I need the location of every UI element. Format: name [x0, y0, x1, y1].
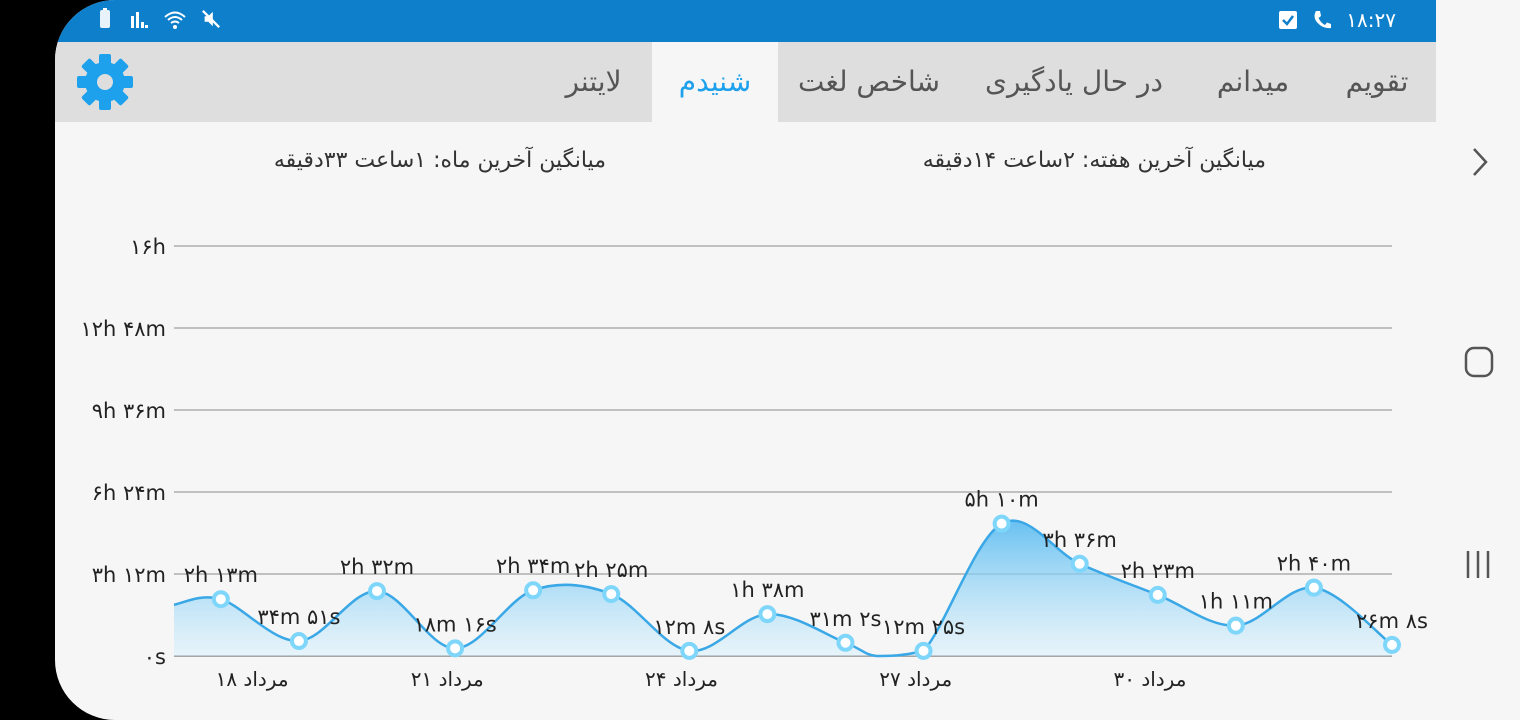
data-label: ۲h ۲۵m [574, 558, 648, 582]
data-label: ۲h ۳۲m [340, 555, 414, 579]
data-point[interactable] [914, 641, 933, 660]
data-label: ۵h ۱۰m [964, 488, 1038, 512]
data-point[interactable] [1383, 635, 1401, 654]
month-average-text: میانگین آخرین ماه: ۱ساعت ۳۳دقیقه [273, 148, 606, 173]
data-label: ۳h ۳۶m [1043, 528, 1117, 552]
data-label: ۱۲m ۸s [653, 615, 725, 639]
data-label: ۳۱m ۲s [810, 607, 882, 631]
data-point[interactable] [992, 514, 1011, 533]
tab-word-index[interactable]: شاخص لغت [797, 65, 941, 98]
data-label: ۲h ۱۳m [184, 563, 258, 587]
gear-icon[interactable] [75, 52, 135, 112]
data-point[interactable] [1070, 554, 1089, 573]
data-label: ۲h ۴۰m [1277, 552, 1351, 576]
chevron-right-icon[interactable] [1458, 145, 1498, 179]
system-nav-bar [1436, 0, 1520, 720]
x-tick-label: ۱۸ مرداد [216, 667, 289, 691]
y-tick-label: ۶h ۲۴m [92, 481, 166, 505]
x-tick-label: ۲۱ مرداد [411, 667, 484, 691]
data-point[interactable] [680, 641, 699, 660]
status-bar: ۱۸:۲۷ [55, 0, 1436, 42]
y-tick-label: ۰s [144, 645, 166, 669]
data-label: ۱۸m ۱۶s [413, 612, 496, 636]
data-label: ۳۴m ۵۱s [257, 605, 340, 629]
x-tick-label: ۲۷ مرداد [879, 667, 952, 691]
data-label: ۱h ۳۸m [730, 578, 804, 602]
y-tick-label: ۳h ۱۲m [92, 563, 166, 587]
status-icons-left [95, 8, 221, 30]
data-point[interactable] [758, 605, 777, 624]
x-tick-label: ۳۰ مرداد [1113, 667, 1186, 691]
wifi-icon [164, 11, 186, 29]
data-point[interactable] [524, 581, 543, 600]
data-point[interactable] [836, 633, 855, 652]
data-point[interactable] [368, 582, 386, 601]
battery-icon [100, 8, 110, 28]
x-tick-label: ۲۴ مرداد [645, 667, 718, 691]
data-point[interactable] [1226, 616, 1245, 635]
tab-heard[interactable]: شنیدم [652, 42, 778, 122]
y-tick-label: ۱۶h [130, 235, 166, 259]
tab-known[interactable]: میدانم [1216, 65, 1290, 98]
status-time: ۱۸:۲۷ [1346, 8, 1396, 32]
checkbox-icon [1279, 11, 1298, 29]
data-point[interactable] [211, 590, 230, 609]
data-point[interactable] [1304, 578, 1323, 597]
tab-bar: تقویم میدانم در حال یادگیری شاخص لغت شنی… [55, 42, 1436, 122]
week-average-text: میانگین آخرین هفته: ۲ساعت ۱۴دقیقه [922, 148, 1266, 173]
data-label: ۲۶m ۸s [1356, 609, 1428, 633]
data-label: ۲h ۳۴m [496, 554, 570, 578]
data-label: ۱۲m ۲۵s [882, 615, 965, 639]
tab-calendar[interactable]: تقویم [1345, 65, 1409, 98]
app-screen: ۱۸:۲۷ تقویم میدانم در حال یادگیری شاخص ل… [55, 0, 1436, 720]
home-icon[interactable] [1458, 345, 1498, 379]
data-point[interactable] [446, 639, 465, 658]
data-point[interactable] [289, 632, 308, 651]
y-tick-label: ۱۲h ۴۸m [80, 317, 166, 341]
tab-leitner[interactable]: لایتنر [565, 65, 622, 98]
series-area [174, 520, 1392, 656]
data-label: ۲h ۲۳m [1121, 559, 1195, 583]
status-icons-right: ۱۸:۲۷ [1278, 8, 1396, 32]
mute-icon [202, 10, 220, 28]
tab-learning[interactable]: در حال یادگیری [985, 65, 1163, 98]
data-label: ۱h ۱۱m [1199, 590, 1273, 614]
data-point[interactable] [602, 585, 621, 604]
data-point[interactable] [1148, 585, 1167, 604]
recents-icon[interactable] [1458, 548, 1498, 582]
phone-icon [1314, 11, 1332, 29]
listening-time-chart: ۰s ۳h ۱۲m ۶h ۲۴m ۹h ۳۶m ۱۲h ۴۸m ۱۶h ۲h ۱۳m ۳۴m… [80, 235, 1428, 691]
y-tick-label: ۹h ۳۶m [92, 399, 166, 423]
signal-icon [131, 12, 148, 28]
